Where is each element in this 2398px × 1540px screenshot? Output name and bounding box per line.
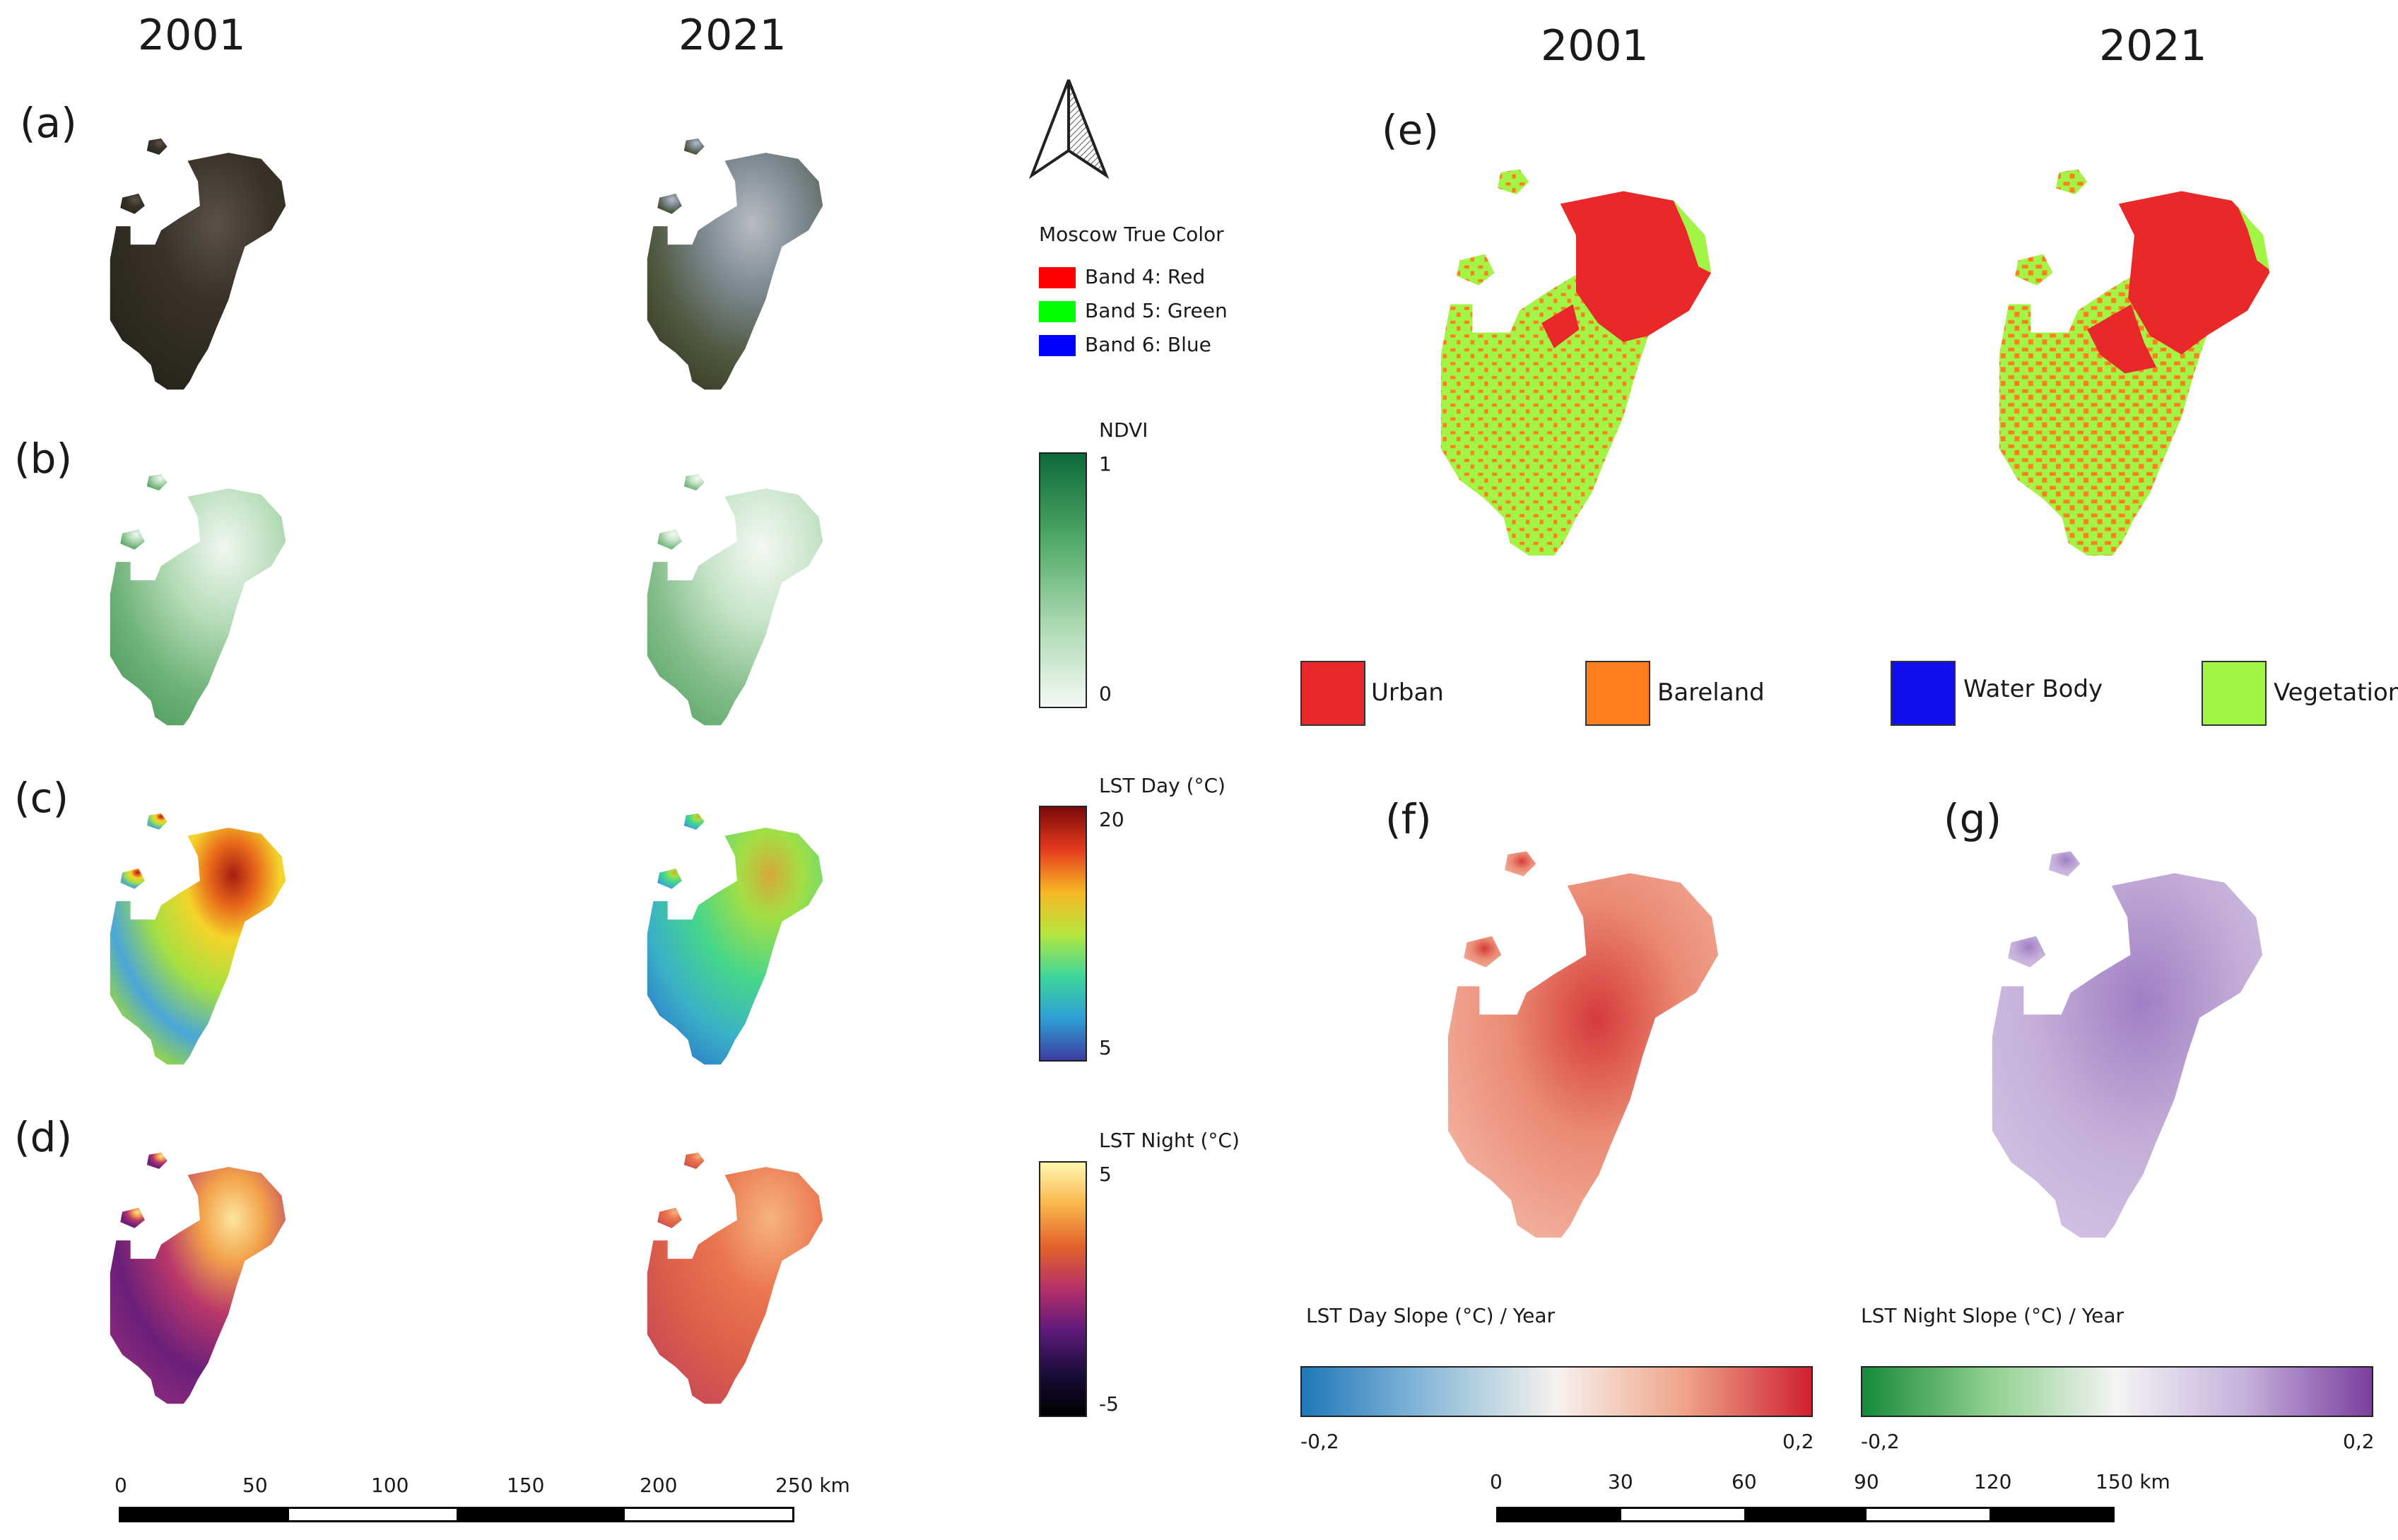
legend-swatch-blue	[1039, 335, 1076, 356]
panel-label-a: (a)	[20, 99, 77, 147]
map-true-color-2001	[110, 138, 286, 390]
lst-day-slope-color-ramp	[1300, 1366, 1813, 1417]
map-lst-night-2001	[110, 1152, 286, 1404]
lst-night-min-label: -5	[1099, 1392, 1119, 1416]
map-land-cover-2001	[1440, 169, 1712, 556]
scale-right-label-120: 120	[1974, 1470, 2012, 1493]
scale-right-label-90: 90	[1854, 1470, 1879, 1493]
lst-day-slope-max-label: 0,2	[1782, 1430, 1814, 1453]
true-color-legend-title: Moscow True Color	[1039, 223, 1224, 246]
lst-night-slope-min-label: -0,2	[1861, 1430, 1900, 1453]
landcover-swatch-vegetation	[2202, 661, 2267, 726]
panel-label-b: (b)	[14, 435, 73, 483]
legend-swatch-red	[1039, 267, 1076, 288]
panel-label-f: (f)	[1385, 795, 1432, 843]
panel-label-d: (d)	[14, 1113, 73, 1161]
column-year-2021-left: 2021	[678, 11, 787, 60]
lst-night-slope-max-label: 0,2	[2343, 1430, 2375, 1453]
scale-right-label-30: 30	[1608, 1470, 1633, 1493]
scale-left-label-100: 100	[371, 1474, 409, 1497]
lst-night-color-ramp	[1039, 1161, 1087, 1417]
scale-left-label-150: 150	[507, 1474, 545, 1497]
landcover-swatch-bareland	[1585, 661, 1650, 726]
column-year-2001-right: 2001	[1541, 21, 1649, 71]
scale-left-label-0: 0	[114, 1474, 127, 1497]
scale-bar-right	[1496, 1507, 2115, 1522]
panel-label-e: (e)	[1382, 106, 1439, 154]
lst-day-min-label: 5	[1099, 1036, 1112, 1059]
legend-label-green: Band 5: Green	[1085, 299, 1228, 322]
ndvi-legend-title: NDVI	[1099, 418, 1148, 442]
scale-right-label-60: 60	[1732, 1470, 1757, 1493]
panel-label-c: (c)	[14, 774, 69, 822]
lst-night-max-label: 5	[1099, 1163, 1112, 1186]
lst-day-color-ramp	[1039, 806, 1087, 1062]
map-ndvi-2021	[647, 474, 823, 726]
map-ndvi-2001	[110, 474, 286, 726]
landcover-label-urban: Urban	[1371, 678, 1444, 707]
column-year-2021-right: 2021	[2099, 21, 2207, 71]
map-true-color-2021	[647, 138, 823, 390]
ndvi-color-ramp	[1039, 452, 1087, 708]
legend-label-blue: Band 6: Blue	[1085, 333, 1211, 356]
scale-left-label-250: 250 km	[775, 1474, 850, 1497]
scale-bar-left	[119, 1507, 794, 1522]
legend-label-red: Band 4: Red	[1085, 265, 1206, 288]
legend-swatch-green	[1039, 301, 1076, 322]
scale-right-label-150: 150 km	[2096, 1470, 2170, 1493]
lst-night-legend-title: LST Night (°C)	[1099, 1129, 1240, 1152]
landcover-label-bareland: Bareland	[1657, 678, 1765, 707]
lst-night-slope-legend-title: LST Night Slope (°C) / Year	[1861, 1304, 2124, 1327]
map-lst-night-2021	[647, 1152, 823, 1404]
north-arrow-icon	[1028, 79, 1110, 179]
map-lst-night-slope	[1992, 851, 2263, 1238]
map-lst-day-slope	[1447, 851, 1719, 1238]
lst-day-legend-title: LST Day (°C)	[1099, 774, 1226, 797]
map-land-cover-2021	[1999, 169, 2270, 556]
scale-left-label-50: 50	[242, 1474, 268, 1497]
scale-left-label-200: 200	[640, 1474, 678, 1497]
lst-day-slope-legend-title: LST Day Slope (°C) / Year	[1306, 1304, 1556, 1327]
ndvi-min-label: 0	[1099, 682, 1112, 705]
panel-label-g: (g)	[1944, 795, 2002, 843]
landcover-label-vegetation: Vegetation	[2274, 678, 2398, 707]
lst-night-slope-color-ramp	[1861, 1366, 2373, 1417]
map-lst-day-2001	[110, 813, 286, 1065]
ndvi-max-label: 1	[1099, 452, 1112, 476]
landcover-label-water-body: Water Body	[1963, 675, 2103, 703]
map-lst-day-2021	[647, 813, 823, 1065]
scale-right-label-0: 0	[1490, 1470, 1503, 1493]
lst-day-max-label: 20	[1099, 808, 1124, 831]
column-year-2001-left: 2001	[138, 11, 246, 60]
lst-day-slope-min-label: -0,2	[1300, 1430, 1339, 1453]
landcover-swatch-water-body	[1891, 661, 1956, 726]
landcover-swatch-urban	[1300, 661, 1365, 726]
